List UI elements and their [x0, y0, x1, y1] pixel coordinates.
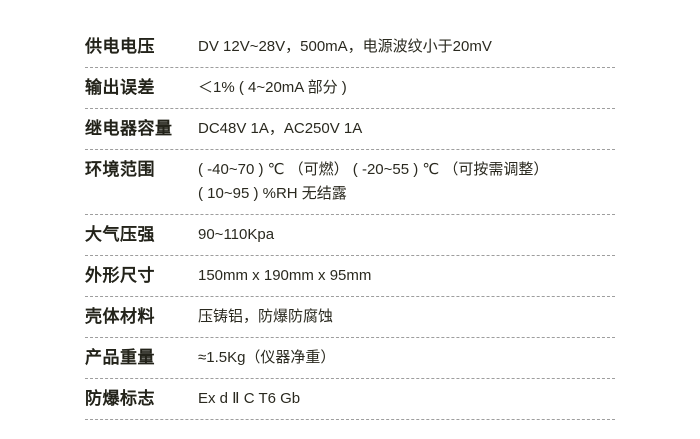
spec-label: 外形尺寸	[85, 266, 155, 285]
spec-label: 壳体材料	[85, 307, 155, 326]
spec-label: 产品重量	[85, 348, 155, 367]
spec-row-output-error: 输出误差 ＜1% ( 4~20mA 部分 )	[85, 68, 615, 109]
spec-row-power-supply: 供电电压 DV 12V~28V，500mA，电源波纹小于20mV	[85, 27, 615, 68]
spec-row-explosion-proof-mark: 防爆标志 Ex d Ⅱ C T6 Gb	[85, 379, 615, 420]
spec-table: 供电电压 DV 12V~28V，500mA，电源波纹小于20mV 输出误差 ＜1…	[85, 27, 615, 420]
spec-value: 150mm x 190mm x 95mm	[198, 267, 372, 284]
spec-row-housing-material: 壳体材料 压铸铝，防爆防腐蚀	[85, 297, 615, 338]
spec-value: 压铸铝，防爆防腐蚀	[198, 308, 334, 325]
spec-row-atmospheric-pressure: 大气压强 90~110Kpa	[85, 215, 615, 256]
spec-value: DC48V 1A，AC250V 1A	[198, 120, 363, 137]
spec-label: 供电电压	[85, 37, 155, 56]
spec-value: ＜1% ( 4~20mA 部分 )	[198, 79, 347, 96]
spec-row-relay-capacity: 继电器容量 DC48V 1A，AC250V 1A	[85, 109, 615, 150]
spec-row-product-weight: 产品重量 ≈1.5Kg（仪器净重）	[85, 338, 615, 379]
spec-label: 防爆标志	[85, 389, 155, 408]
spec-label: 环境范围	[85, 160, 155, 179]
spec-value: ≈1.5Kg（仪器净重）	[198, 349, 336, 366]
spec-value: DV 12V~28V，500mA，电源波纹小于20mV	[198, 38, 492, 55]
spec-row-dimensions: 外形尺寸 150mm x 190mm x 95mm	[85, 256, 615, 297]
spec-label: 输出误差	[85, 78, 155, 97]
spec-row-environment-range: 环境范围 ( -40~70 ) ℃ （可燃） ( -20~55 ) ℃ （可按需…	[85, 150, 615, 215]
spec-value: ( -40~70 ) ℃ （可燃） ( -20~55 ) ℃ （可按需调整） (…	[198, 161, 549, 202]
spec-label: 继电器容量	[85, 119, 173, 138]
spec-label: 大气压强	[85, 225, 155, 244]
spec-value: Ex d Ⅱ C T6 Gb	[198, 390, 301, 407]
spec-value: 90~110Kpa	[198, 226, 275, 243]
